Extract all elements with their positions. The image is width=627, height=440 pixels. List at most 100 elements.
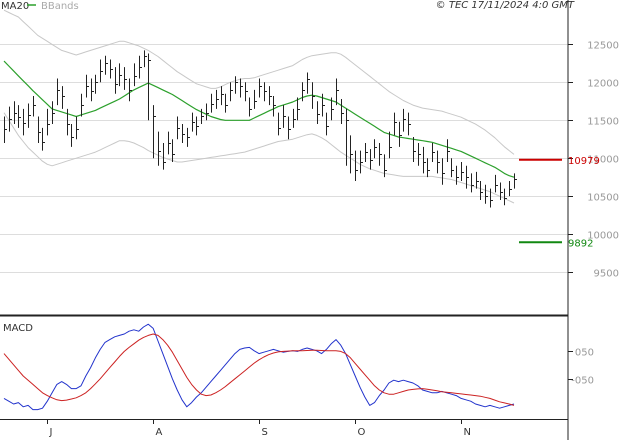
price-bar	[418, 143, 421, 166]
price-bar	[389, 131, 392, 159]
y-tick-label-11500: 11500	[587, 117, 619, 128]
level-label-10979: 10979	[568, 156, 600, 167]
price-bar	[144, 50, 147, 68]
price-bar	[18, 105, 21, 128]
price-bar	[245, 82, 248, 102]
price-bar	[76, 116, 79, 140]
price-bar	[442, 158, 445, 185]
price-bar	[317, 101, 320, 125]
price-bar	[153, 105, 156, 159]
price-bar	[23, 108, 26, 136]
x-tick-label-O: O	[358, 427, 366, 438]
y-tick-label-12500: 12500	[587, 41, 619, 52]
price-bar	[288, 116, 291, 140]
price-bar	[9, 106, 12, 132]
price-bar	[216, 89, 219, 109]
price-bar	[346, 108, 349, 166]
price-bar	[456, 165, 459, 185]
bbands-upper-line	[3, 9, 515, 155]
price-bar	[490, 188, 493, 208]
price-bar	[379, 143, 382, 166]
price-bar	[514, 173, 517, 189]
price-bar	[302, 82, 305, 102]
price-bar	[148, 53, 151, 121]
price-bar	[384, 154, 387, 178]
price-bar	[341, 99, 344, 125]
price-bar	[249, 97, 252, 117]
price-series	[3, 9, 515, 204]
price-bar	[95, 74, 98, 94]
price-bar	[163, 143, 166, 170]
x-tick-label-N: N	[464, 427, 471, 438]
price-bar	[293, 108, 296, 128]
level-label-9892: 9892	[568, 238, 593, 249]
price-bar	[182, 124, 185, 144]
price-bar	[177, 116, 180, 140]
price-bar	[235, 76, 238, 94]
price-bar	[394, 112, 397, 136]
price-bar	[240, 78, 243, 98]
price-bar	[322, 93, 325, 117]
price-bar	[264, 82, 267, 102]
price-bar	[451, 158, 454, 178]
price-bar	[71, 124, 74, 147]
price-bar	[172, 139, 175, 162]
price-bar	[509, 180, 512, 197]
price-bar	[331, 97, 334, 121]
price-bar	[38, 116, 41, 144]
price-bar	[476, 171, 479, 189]
price-bar	[158, 131, 161, 166]
price-bar	[225, 93, 228, 113]
y-tick-label-9500: 9500	[594, 269, 619, 280]
y-tick-label-10000: 10000	[587, 231, 619, 242]
price-bar	[259, 78, 262, 98]
price-bar	[57, 78, 60, 106]
macd-y-tick-label: -050	[571, 376, 594, 387]
macd-y-tick-label: 050	[575, 348, 594, 359]
price-bar	[42, 127, 45, 151]
price-bar	[360, 150, 363, 174]
price-bar	[139, 55, 142, 79]
legend-bbands-label: BBands	[41, 1, 79, 12]
ma20-line	[3, 60, 515, 178]
price-bar	[105, 55, 108, 75]
price-bar	[187, 127, 190, 147]
price-bar	[370, 149, 373, 170]
copyright: © TEC 17/11/2024 4:0 GMT	[436, 0, 575, 11]
price-bar	[278, 112, 281, 136]
price-bar	[62, 86, 65, 109]
price-bar	[480, 180, 483, 200]
support-resistance-levels: 10979 9892	[519, 156, 600, 249]
x-tick-label-J: J	[49, 427, 53, 438]
price-bar	[413, 136, 416, 162]
price-bar	[196, 116, 199, 136]
price-bar	[86, 74, 89, 98]
price-bar	[326, 112, 329, 136]
price-bar	[461, 162, 464, 181]
price-bar	[269, 86, 272, 106]
macd-y-axis: -050 050	[568, 348, 594, 387]
bbands-lower-line	[3, 112, 515, 204]
price-bar	[110, 59, 113, 79]
y-tick-label-10500: 10500	[587, 193, 619, 204]
legend: MA20 BBands	[1, 1, 79, 12]
signal-line	[3, 333, 515, 406]
price-bar	[134, 63, 137, 87]
x-tick-label-S: S	[262, 427, 268, 438]
price-bar	[28, 103, 31, 128]
legend-ma20-label: MA20	[1, 1, 29, 12]
y-tick-label-12000: 12000	[587, 79, 619, 90]
price-bars	[4, 50, 517, 208]
macd-panel-title: MACD	[3, 323, 33, 334]
price-bar	[432, 143, 435, 162]
price-bar	[355, 150, 358, 181]
y-tick-label-11000: 11000	[587, 155, 619, 166]
price-bar	[365, 143, 368, 162]
macd-line	[3, 323, 515, 411]
price-bar	[115, 67, 118, 94]
price-bar	[230, 82, 233, 102]
price-bar	[206, 103, 209, 121]
price-bar	[254, 89, 257, 109]
price-bar	[423, 146, 426, 174]
